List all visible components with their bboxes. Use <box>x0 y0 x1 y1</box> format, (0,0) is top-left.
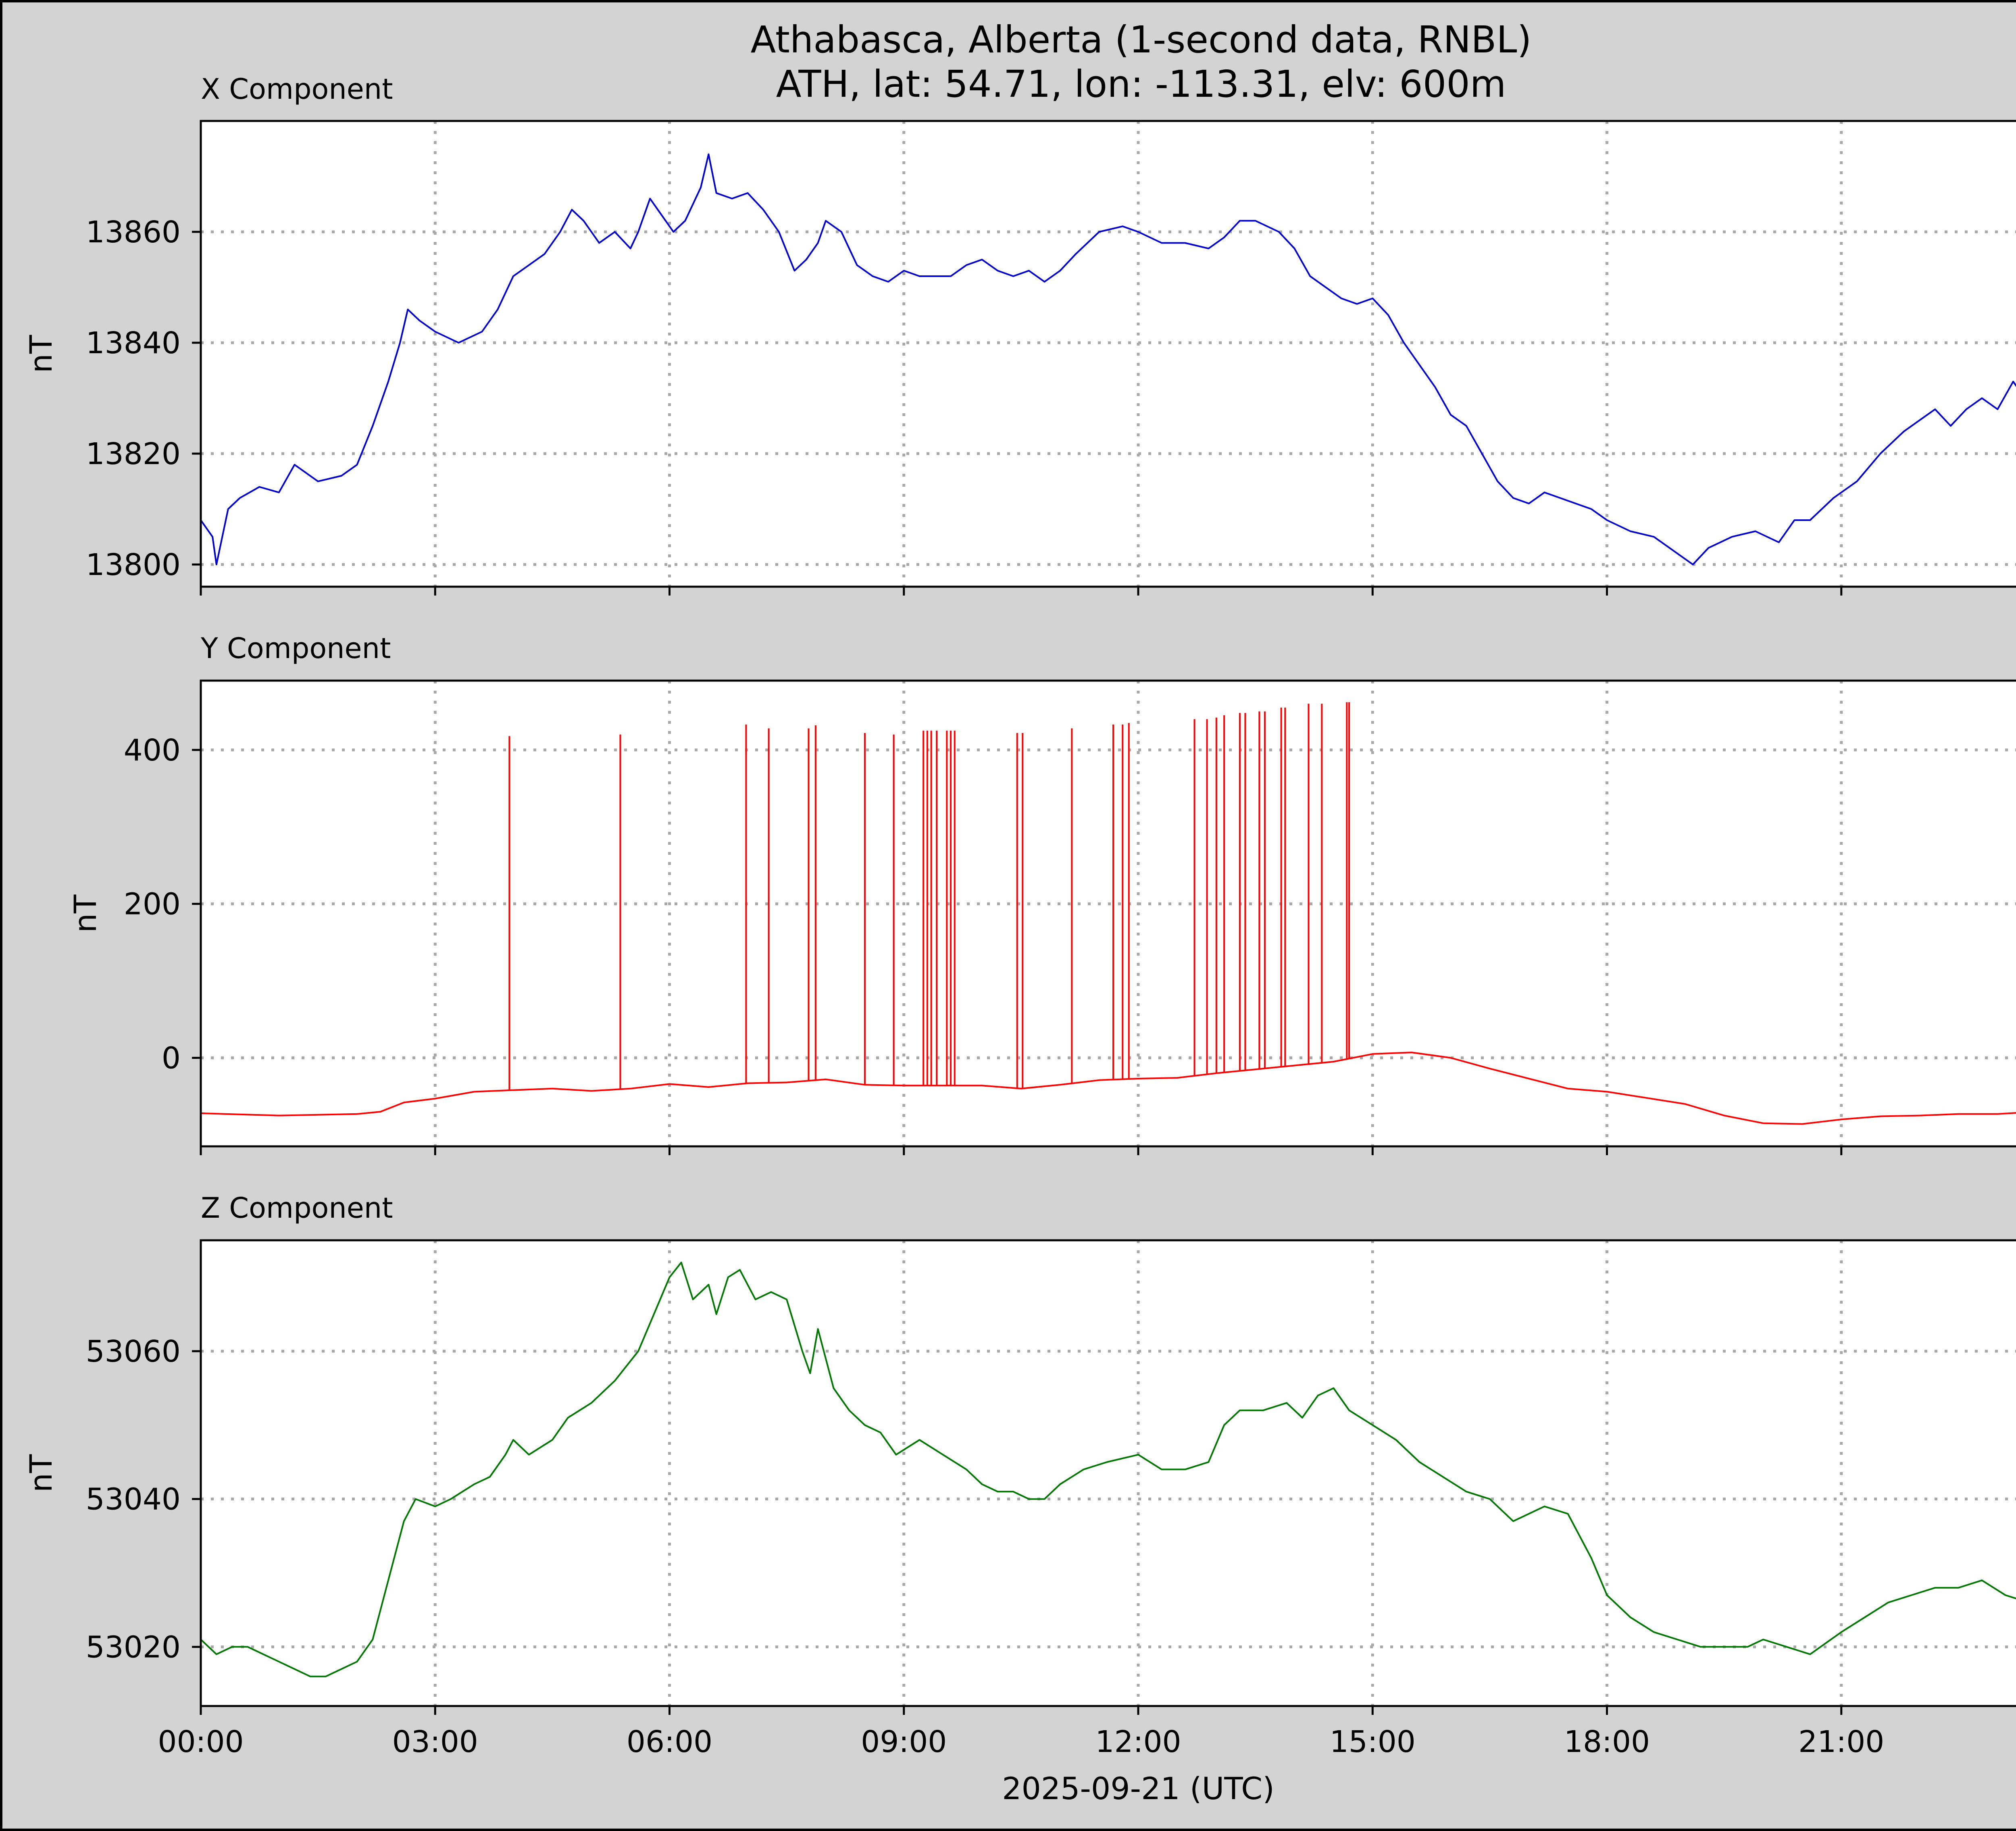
x-component-plot-area <box>201 121 2016 587</box>
z-component-y-tick-label: 53060 <box>86 1334 181 1369</box>
x-component-y-tick-label: 13800 <box>86 548 181 582</box>
z-component-x-ticks <box>200 1706 1843 1715</box>
y-component-panel: Y Component 0 200 400 nT <box>67 632 2016 1155</box>
x-component-x-ticks <box>200 587 1843 596</box>
x-tick-label: 21:00 <box>1798 1725 1884 1759</box>
y-component-title: Y Component <box>200 632 391 665</box>
y-component-grid <box>201 681 2016 1146</box>
y-component-y-tick-label: 0 <box>162 1041 181 1075</box>
x-tick-label: 15:00 <box>1330 1725 1416 1759</box>
y-component-plot-area <box>201 681 2016 1146</box>
z-component-series-line <box>200 1262 2016 1677</box>
z-component-y-tick-label: 53040 <box>86 1482 181 1517</box>
y-component-y-tick-label: 200 <box>124 887 181 922</box>
y-component-ylabel: nT <box>67 894 103 933</box>
x-component-y-ticks: 13800 13820 13840 13860 <box>86 215 201 582</box>
x-tick-label: 03:00 <box>392 1725 478 1759</box>
x-tick-label: 18:00 <box>1564 1725 1650 1759</box>
x-tick-label: 06:00 <box>627 1725 712 1759</box>
y-component-y-tick-label: 400 <box>124 733 181 768</box>
x-component-y-tick-label: 13820 <box>86 437 181 471</box>
z-component-series <box>200 1262 2016 1677</box>
z-component-plot-area <box>201 1240 2016 1706</box>
y-component-series <box>200 702 2016 1125</box>
x-component-ylabel: nT <box>23 335 59 373</box>
y-component-x-ticks <box>200 1146 1843 1155</box>
y-component-y-ticks: 0 200 400 <box>124 733 201 1075</box>
x-component-panel: X Component 13800 13820 13840 13860 nT <box>23 73 2016 596</box>
z-component-title: Z Component <box>201 1192 393 1225</box>
x-component-y-tick-label: 13840 <box>86 326 181 360</box>
z-component-y-ticks: 53020 53040 53060 <box>86 1334 201 1664</box>
y-component-series-line <box>200 1052 2016 1125</box>
x-tick-label: 00:00 <box>158 1725 244 1759</box>
figure-title-line2: ATH, lat: 54.71, lon: -113.31, elv: 600m <box>776 62 1506 106</box>
x-tick-label: 09:00 <box>861 1725 947 1759</box>
x-component-series-line <box>200 153 2016 565</box>
z-component-panel: Z Component 53020 53040 53060 nT <box>23 1192 2016 1715</box>
x-tick-label: 12:00 <box>1095 1725 1181 1759</box>
x-component-y-tick-label: 13860 <box>86 215 181 250</box>
z-component-grid <box>201 1240 2016 1706</box>
x-tick-labels: 00:00 03:00 06:00 09:00 12:00 15:00 18:00 21:00 <box>158 1725 1884 1759</box>
x-component-series <box>200 153 2016 565</box>
z-component-ylabel: nT <box>23 1454 59 1492</box>
z-component-y-tick-label: 53020 <box>86 1630 181 1664</box>
x-axis-label: 2025-09-21 (UTC) <box>1002 1771 1275 1806</box>
figure-title-line1: Athabasca, Alberta (1-second data, RNBL) <box>751 18 1532 61</box>
x-component-title: X Component <box>201 73 393 106</box>
